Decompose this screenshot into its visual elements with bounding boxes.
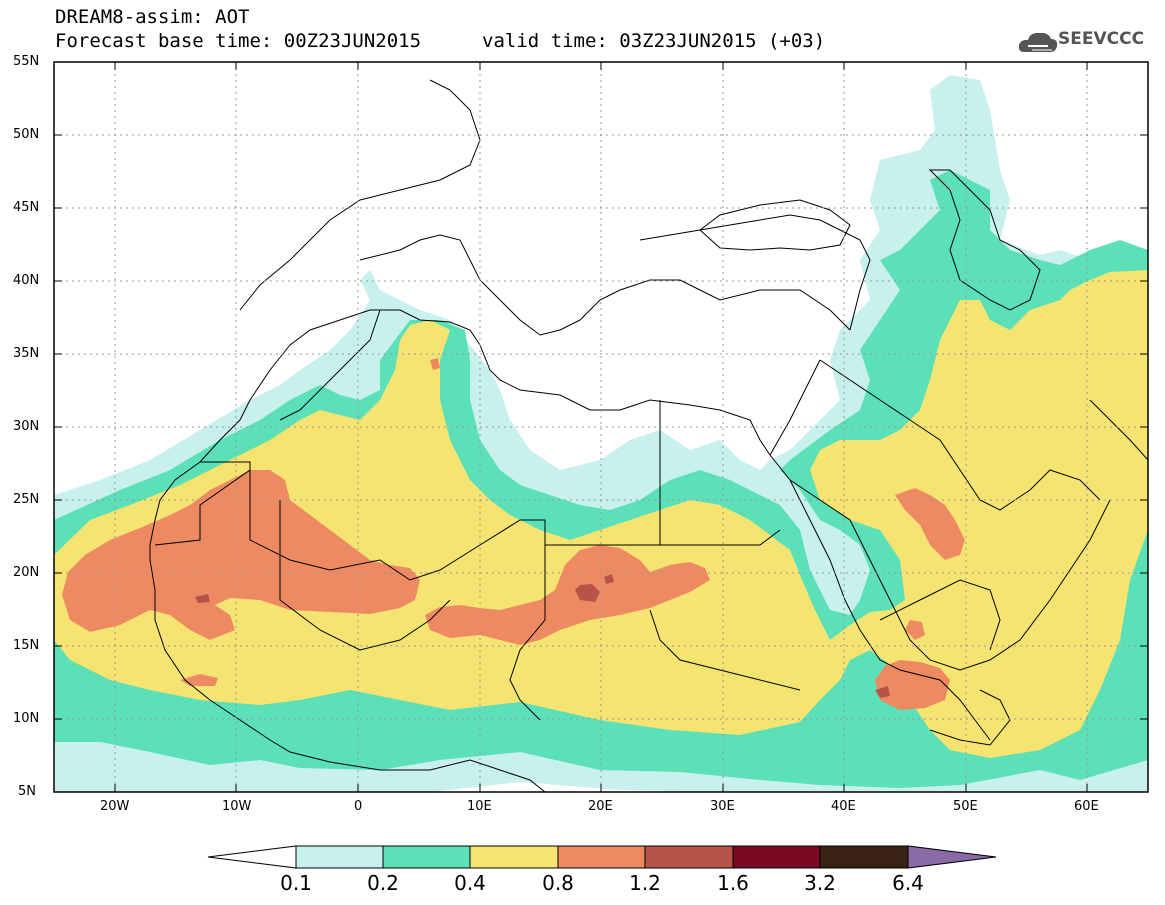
lat-label: 45N <box>13 200 40 215</box>
lat-label: 40N <box>13 273 40 288</box>
contour-0-8-small1 <box>905 620 925 640</box>
lat-label: 35N <box>13 346 40 361</box>
colorbar-label: 1.6 <box>717 871 749 895</box>
lon-label: 20W <box>100 799 130 814</box>
grid-lines <box>54 62 1148 792</box>
lon-label: 0 <box>354 799 363 814</box>
colorbar-swatch-0-8 <box>557 845 646 869</box>
lat-label: 15N <box>13 638 40 653</box>
lon-label: 40E <box>831 799 856 814</box>
lat-label: 55N <box>13 54 40 69</box>
lon-label: 60E <box>1074 799 1099 814</box>
colorbar-label: 0.2 <box>367 871 399 895</box>
lat-label: 10N <box>13 711 40 726</box>
lon-label: 10W <box>222 799 252 814</box>
chart-title: DREAM8-assim: AOT <box>55 6 250 28</box>
contour-0-8-yemen <box>875 660 950 710</box>
lon-label: 10E <box>467 799 492 814</box>
colorbar-label: 6.4 <box>892 871 924 895</box>
colorbar-swatch-3-2 <box>819 845 909 869</box>
lon-label: 30E <box>710 799 735 814</box>
contour-1-2-chad <box>575 584 600 602</box>
contour-1-2-mauritania <box>195 594 210 603</box>
colorbar-label: 0.8 <box>542 871 574 895</box>
lon-label: 50E <box>953 799 978 814</box>
lon-label: 20E <box>588 799 613 814</box>
colorbar-label: 0.4 <box>454 871 486 895</box>
contour-1-2-chad2 <box>604 574 614 584</box>
colorbar-swatch-1-6 <box>732 845 821 869</box>
colorbar-swatch-0-4 <box>469 845 559 869</box>
contour-0-8-small2 <box>430 358 440 370</box>
colorbar-label: 3.2 <box>804 871 836 895</box>
colorbar <box>207 845 997 869</box>
contour-0-8-west <box>62 470 420 640</box>
lat-label: 20N <box>13 565 40 580</box>
colorbar-label: 1.2 <box>629 871 661 895</box>
contour-0-8-arabia <box>895 488 965 560</box>
valid-time: valid time: 03Z23JUN2015 (+03) <box>482 30 826 52</box>
colorbar-high-arrow <box>907 845 997 869</box>
contour-0-4 <box>54 270 1148 758</box>
tick-marks <box>54 61 1148 793</box>
cloud-logo-icon <box>1018 32 1058 52</box>
colorbar-swatch-0-1 <box>295 845 384 869</box>
lat-label: 5N <box>18 784 36 799</box>
coastlines <box>149 79 1148 792</box>
lat-label: 25N <box>13 492 40 507</box>
colorbar-swatch-0-2 <box>382 845 471 869</box>
colorbar-label: 0.1 <box>280 871 312 895</box>
logo-text: SEEVCCC <box>1058 29 1145 49</box>
contour-1-2-yemen <box>875 686 890 698</box>
contour-0-8-central <box>425 545 710 645</box>
lat-label: 30N <box>13 419 40 434</box>
lat-label: 50N <box>13 127 40 142</box>
forecast-base-time: Forecast base time: 00Z23JUN2015 <box>55 30 422 52</box>
colorbar-swatch-1-2 <box>644 845 734 869</box>
colorbar-low-arrow <box>207 845 297 869</box>
